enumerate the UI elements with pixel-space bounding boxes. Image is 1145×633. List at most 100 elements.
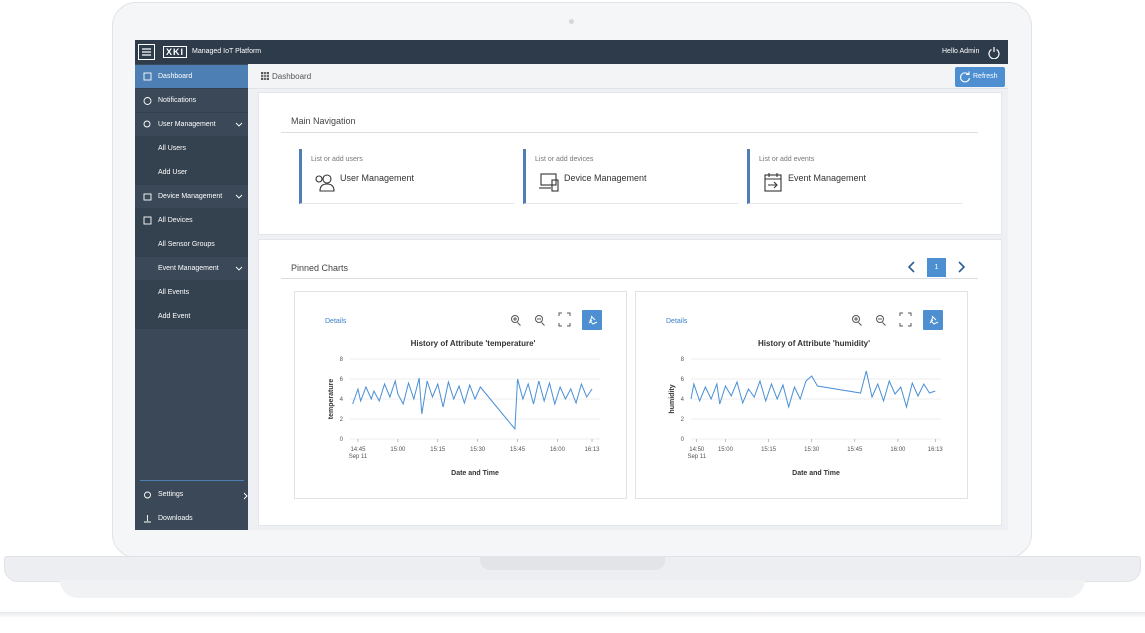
y-tick-label: 8: [340, 357, 344, 363]
x-tick-label: 15:45: [847, 447, 863, 453]
nav-item[interactable]: Device Management: [135, 185, 248, 209]
nav-label: All Events: [158, 289, 190, 296]
x-date-label: Sep 11: [687, 454, 706, 460]
x-tick-label: 15:00: [718, 447, 734, 453]
nav-item[interactable]: User Management: [135, 113, 248, 137]
zoom-icon: [878, 318, 886, 326]
zoom-icon[interactable]: [852, 315, 860, 323]
y-tick-label: 6: [340, 377, 344, 383]
nav-label: Device Management: [158, 193, 223, 200]
details-link[interactable]: Details: [666, 318, 688, 325]
refresh-label: Refresh: [973, 73, 998, 80]
divider: [281, 278, 978, 279]
x-tick-label: 14:45: [350, 447, 366, 453]
x-tick-label: 15:15: [430, 447, 446, 453]
nav-card[interactable]: List or add users User Management: [299, 149, 514, 204]
nav-card[interactable]: List or add events Event Management: [747, 149, 962, 204]
top-bar: XKI Managed IoT Platform Hello Admin: [135, 40, 1008, 64]
logo: XKI: [163, 46, 188, 58]
nav-label: Add Event: [158, 313, 191, 320]
users-icon: [315, 174, 335, 192]
nav-subitem[interactable]: Add User: [135, 161, 248, 185]
zoom-icon[interactable]: [511, 315, 519, 323]
screen: XKI Managed IoT Platform Hello Admin Das…: [135, 40, 1008, 530]
page-button[interactable]: 1: [927, 258, 946, 277]
breadcrumb: Dashboard: [272, 72, 312, 81]
camera: [569, 19, 574, 24]
shadow: [0, 612, 1145, 618]
divider: [281, 132, 978, 133]
y-tick-label: 8: [681, 357, 685, 363]
nav-subitem[interactable]: Add Event: [135, 305, 248, 329]
menu-icon: [142, 48, 151, 56]
grid-icon: [261, 72, 269, 80]
user-greeting: Hello Admin: [942, 48, 980, 55]
main-navigation-panel: Main Navigation List or add users User M…: [258, 92, 1002, 235]
devices-icon: [539, 173, 559, 192]
x-tick-label: 14:50: [689, 447, 705, 453]
divider: [140, 480, 244, 481]
breadcrumb-bar: Dashboard Refresh: [248, 64, 1008, 89]
chart-title: History of Attribute 'humidity': [758, 339, 870, 348]
nav-label: Downloads: [158, 515, 193, 522]
x-tick-label: 15:00: [390, 447, 406, 453]
power-button[interactable]: [987, 45, 1001, 59]
nav-subitem[interactable]: All Events: [135, 281, 248, 305]
zoom-icon: [537, 318, 545, 326]
laptop-foot: [60, 580, 1085, 598]
x-date-label: Sep 11: [349, 454, 368, 460]
chart-card: Details History of Attribute 'temperature…: [294, 291, 627, 499]
nav-subitem[interactable]: All Devices: [135, 209, 248, 233]
nav-item[interactable]: Dashboard: [135, 65, 248, 89]
nav-card[interactable]: List or add devices Device Management: [523, 149, 738, 204]
prev-page[interactable]: [907, 260, 917, 274]
y-tick-label: 2: [340, 417, 344, 423]
card-label: Event Management: [788, 173, 867, 183]
zoom-icon: [513, 317, 521, 326]
chart: Details History of Attribute 'temperature…: [325, 310, 602, 477]
sidebar-icons: [143, 72, 248, 523]
nav-item[interactable]: Downloads: [135, 507, 248, 530]
x-tick-label: 15:45: [510, 447, 526, 453]
events-icon: [764, 173, 782, 192]
nav-label: Event Management: [158, 265, 219, 272]
laptop-notch: [480, 556, 665, 570]
pin-icon: [588, 315, 598, 325]
panel-title: Main Navigation: [291, 116, 356, 126]
nav-label: All Users: [158, 145, 187, 152]
nav-label: All Sensor Groups: [158, 241, 215, 248]
x-tick-label: 15:30: [804, 447, 820, 453]
next-page[interactable]: [956, 260, 966, 274]
refresh-button[interactable]: Refresh: [955, 67, 1005, 87]
nav-item[interactable]: Event Management: [135, 257, 248, 281]
x-axis-label: Date and Time: [451, 470, 499, 477]
nav-label: Add User: [158, 169, 188, 176]
x-tick-label: 15:30: [470, 447, 486, 453]
pinned-charts-panel: Pinned Charts 1 Details History of Attrib…: [258, 239, 1002, 526]
chart-title: History of Attribute 'temperature': [411, 339, 536, 348]
menu-button[interactable]: [138, 44, 155, 60]
x-tick-label: 15:15: [761, 447, 777, 453]
card-caption: List or add devices: [535, 156, 594, 163]
expand-icon[interactable]: [558, 312, 571, 327]
zoom-icon[interactable]: [535, 315, 543, 323]
nav-label: Dashboard: [158, 73, 193, 80]
refresh-icon: [960, 71, 971, 83]
x-axis-label: Date and Time: [792, 470, 840, 477]
x-tick-label: 16:13: [585, 447, 601, 453]
nav-subitem[interactable]: All Sensor Groups: [135, 233, 248, 257]
y-axis-label: humidity: [669, 384, 676, 413]
y-tick-label: 4: [340, 397, 344, 403]
zoom-icon: [854, 317, 862, 326]
nav-label: Settings: [158, 491, 184, 498]
expand-icon[interactable]: [899, 312, 912, 327]
data-line: [690, 370, 936, 409]
zoom-icon[interactable]: [876, 315, 884, 323]
app-title: Managed IoT Platform: [192, 48, 262, 55]
nav-item[interactable]: Settings: [135, 483, 248, 507]
x-tick-label: 16:00: [550, 447, 566, 453]
details-link[interactable]: Details: [325, 318, 347, 325]
nav-item[interactable]: Notifications: [135, 89, 248, 113]
nav-subitem[interactable]: All Users: [135, 137, 248, 161]
